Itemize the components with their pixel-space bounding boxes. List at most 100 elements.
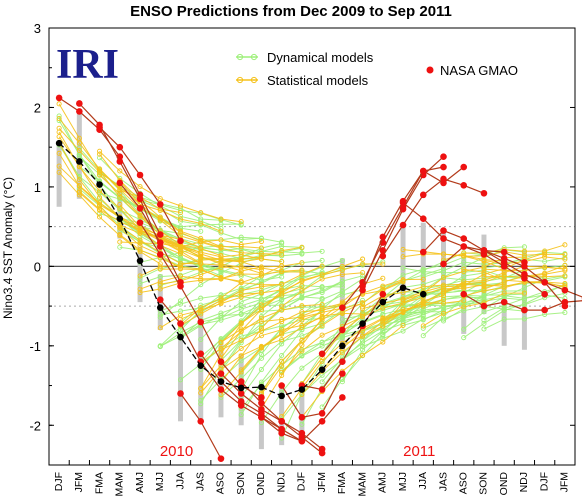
statistical-model-point	[238, 252, 244, 258]
nasa-gmao-point	[460, 243, 468, 250]
x-tick-label: JFM	[316, 472, 328, 492]
statistical-model-point	[238, 337, 244, 343]
x-tick-label: NDJ	[275, 472, 287, 492]
dynamical-model-point	[521, 301, 527, 307]
statistical-model-point	[258, 245, 264, 251]
statistical-model-line	[220, 263, 383, 344]
nasa-gmao-point	[136, 219, 144, 226]
statistical-model-point	[238, 294, 244, 300]
dynamical-model-point	[157, 274, 163, 280]
nasa-gmao-point	[379, 290, 387, 298]
observed-point	[197, 362, 205, 369]
statistical-model-point	[521, 290, 527, 296]
statistical-model-point	[400, 296, 406, 302]
x-tick-label: SON	[235, 472, 247, 495]
statistical-model-point	[177, 216, 184, 222]
statistical-model-line	[200, 304, 323, 363]
statistical-model-point	[238, 321, 244, 327]
statistical-model-point	[319, 314, 325, 320]
dynamical-model-point	[360, 273, 366, 279]
observed-point	[136, 257, 144, 265]
nasa-gmao-point	[156, 296, 164, 304]
y-tick-label: 1	[34, 180, 41, 195]
y-tick-label: 0	[34, 259, 41, 274]
nasa-gmao-point	[379, 252, 387, 260]
statistical-model-point	[299, 267, 305, 273]
statistical-model-point	[360, 261, 366, 267]
statistical-model-point	[461, 250, 467, 256]
dynamical-model-point	[481, 317, 487, 323]
nasa-gmao-point	[76, 100, 83, 107]
dynamical-model-line	[483, 292, 566, 321]
nasa-gmao-point	[298, 437, 306, 445]
statistical-model-point	[562, 273, 568, 279]
dynamical-model-line	[321, 312, 424, 408]
statistical-model-point	[279, 372, 285, 378]
legend-label: Statistical models	[267, 73, 369, 88]
dynamical-model-point	[420, 309, 426, 315]
statistical-model-point	[360, 311, 366, 317]
y-tick-label: 2	[34, 100, 41, 115]
statistical-model-point	[279, 263, 285, 269]
statistical-model-point	[56, 134, 62, 140]
observed-point	[237, 384, 245, 392]
statistical-model-point	[218, 244, 224, 250]
statistical-model-point	[380, 261, 386, 267]
statistical-model-point	[299, 337, 305, 343]
observed-point	[156, 304, 164, 311]
nasa-gmao-point	[116, 179, 124, 187]
statistical-model-point	[299, 303, 305, 309]
x-tick-label: MAM	[356, 472, 368, 497]
legend-marker	[250, 76, 258, 84]
statistical-model-point	[319, 322, 325, 329]
statistical-model-point	[76, 177, 82, 183]
dynamical-model-point	[420, 333, 426, 339]
dynamical-model-point	[258, 367, 264, 373]
statistical-model-point	[218, 228, 224, 234]
nasa-gmao-point	[500, 298, 508, 306]
x-tick-label: MJJ	[154, 472, 166, 491]
dynamical-model-line	[159, 250, 323, 318]
statistical-model-point	[319, 317, 325, 323]
dynamical-model-point	[420, 325, 426, 331]
statistical-model-point	[198, 260, 204, 266]
x-tick-label: FMA	[336, 472, 348, 494]
statistical-model-point	[461, 298, 467, 304]
nasa-gmao-point	[258, 394, 265, 401]
statistical-model-point	[258, 315, 264, 321]
dynamical-model-point	[521, 288, 527, 294]
statistical-model-point	[137, 213, 143, 219]
nasa-gmao-point	[318, 386, 326, 393]
nasa-gmao-point	[318, 418, 326, 425]
statistical-model-point	[562, 262, 568, 269]
legend-marker	[426, 66, 434, 74]
statistical-model-point	[562, 242, 568, 248]
observed-point	[76, 158, 83, 165]
statistical-model-point	[258, 290, 264, 296]
chart-title: ENSO Predictions from Dec 2009 to Sep 20…	[130, 3, 452, 20]
statistical-model-point	[279, 290, 285, 296]
legend-item: Statistical models	[236, 73, 369, 88]
statistical-model-point	[218, 347, 224, 353]
nasa-gmao-point	[258, 406, 265, 413]
nasa-gmao-point	[237, 378, 245, 385]
x-tick-label: ASO	[458, 472, 470, 494]
statistical-model-line	[260, 280, 404, 394]
x-tick-label: DJF	[538, 472, 550, 491]
statistical-model-point	[218, 259, 224, 265]
nasa-gmao-point	[339, 370, 346, 377]
dynamical-model-point	[218, 394, 224, 400]
x-tick-label: DJF	[53, 472, 65, 491]
nasa-gmao-point	[440, 163, 447, 171]
dynamical-model-point	[258, 235, 264, 241]
dynamical-model-line	[382, 246, 525, 292]
statistical-model-point	[258, 333, 264, 339]
statistical-model-point	[299, 288, 305, 294]
statistical-model-point	[238, 328, 244, 334]
statistical-model-line	[220, 258, 363, 359]
nasa-gmao-point	[197, 318, 205, 326]
statistical-model-point	[279, 268, 285, 274]
nasa-gmao-point	[217, 358, 225, 366]
nasa-gmao-point	[197, 350, 205, 358]
statistical-model-line	[423, 292, 525, 327]
